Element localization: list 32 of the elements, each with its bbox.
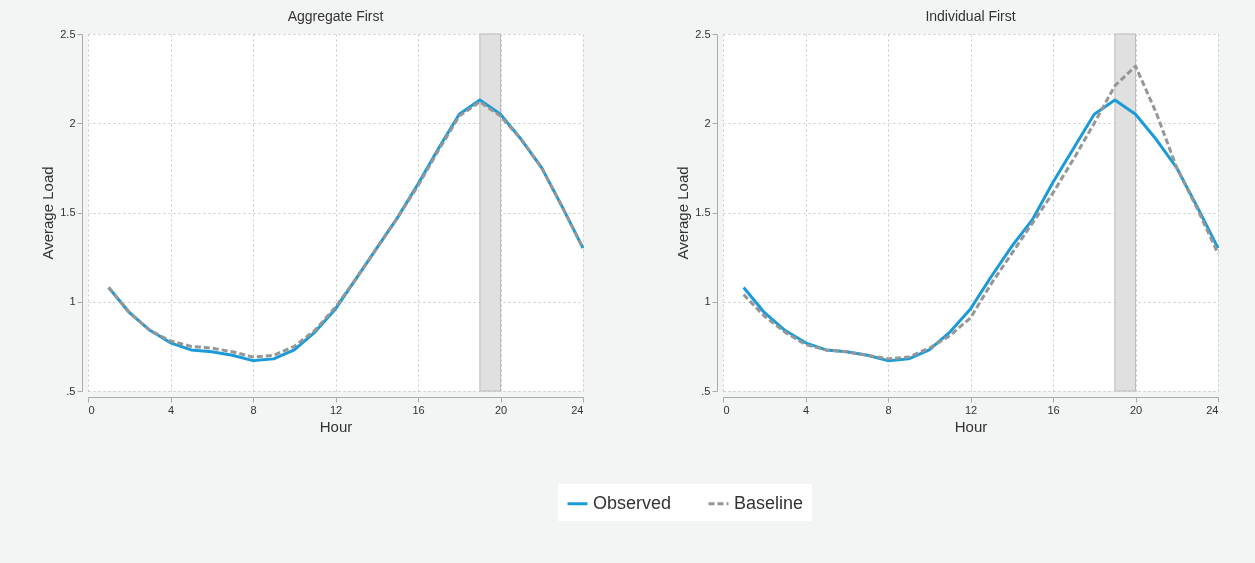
chart-title: Aggregate First bbox=[287, 8, 384, 24]
x-tick-label: 0 bbox=[88, 403, 95, 416]
x-axis-title: Hour bbox=[954, 417, 988, 435]
x-tick-label: 16 bbox=[412, 403, 425, 416]
x-tick-label: 16 bbox=[1047, 403, 1060, 416]
legend-label: Observed bbox=[593, 492, 672, 513]
x-tick-label: 4 bbox=[167, 403, 175, 416]
y-tick-label: 1 bbox=[69, 295, 76, 308]
x-tick-label: 8 bbox=[250, 403, 257, 416]
x-tick-label: 0 bbox=[723, 403, 730, 416]
chart-title: Individual First bbox=[925, 8, 1016, 24]
x-tick-label: 12 bbox=[329, 403, 343, 416]
y-tick-label: 2.5 bbox=[695, 27, 711, 40]
y-tick-label: .5 bbox=[66, 384, 76, 397]
y-axis-title: Average Load bbox=[39, 166, 57, 260]
y-tick-label: 1.5 bbox=[60, 206, 76, 218]
y-tick-label: 2.5 bbox=[60, 27, 76, 40]
x-tick-label: 20 bbox=[1129, 403, 1143, 416]
legend-label: Baseline bbox=[734, 492, 804, 513]
y-axis-title: Average Load bbox=[674, 166, 692, 260]
x-tick-label: 8 bbox=[885, 403, 892, 416]
x-tick-label: 24 bbox=[1206, 403, 1219, 416]
x-tick-label: 4 bbox=[802, 403, 810, 416]
y-tick-label: 1.5 bbox=[695, 206, 711, 218]
y-tick-label: .5 bbox=[701, 384, 711, 397]
y-tick-label: 1 bbox=[704, 295, 711, 308]
x-tick-label: 24 bbox=[571, 403, 584, 416]
x-tick-label: 20 bbox=[494, 403, 508, 416]
x-axis-title: Hour bbox=[319, 417, 353, 435]
x-tick-label: 12 bbox=[964, 403, 978, 416]
y-tick-label: 2 bbox=[704, 116, 711, 129]
y-tick-label: 2 bbox=[69, 116, 76, 129]
